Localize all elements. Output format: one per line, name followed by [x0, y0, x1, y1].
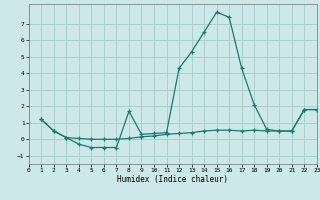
X-axis label: Humidex (Indice chaleur): Humidex (Indice chaleur)	[117, 175, 228, 184]
